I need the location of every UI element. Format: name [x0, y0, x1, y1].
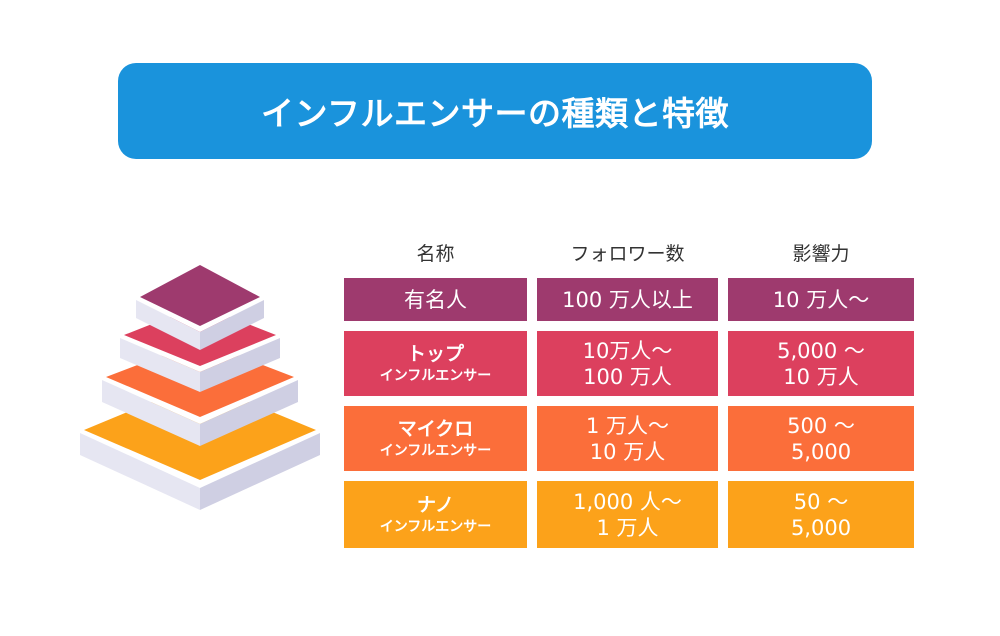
- row-name-cell: マイクロ インフルエンサー: [344, 406, 527, 471]
- followers-value: 100 万人以上: [562, 287, 693, 312]
- pyramid-tier-celebrity: [136, 265, 264, 350]
- row-followers-cell: 1,000 人〜 1 万人: [537, 481, 718, 548]
- page-title: インフルエンサーの種類と特徴: [260, 94, 729, 133]
- row-name-cell: トップ インフルエンサー: [344, 331, 527, 396]
- followers-value-line2: 1 万人: [596, 515, 659, 540]
- row-influence-cell: 500 〜 5,000: [728, 406, 914, 471]
- pyramid-illustration: [80, 265, 320, 510]
- followers-value-line1: 1,000 人〜: [573, 489, 682, 514]
- row-subname: インフルエンサー: [379, 442, 492, 459]
- influence-value-line2: 5,000: [790, 439, 852, 464]
- row-name: 有名人: [404, 287, 467, 312]
- row-name: マイクロ: [397, 417, 474, 440]
- row-influence-cell: 50 〜 5,000: [728, 481, 914, 548]
- row-name-cell: 有名人: [344, 278, 527, 321]
- followers-value-line1: 1 万人〜: [585, 413, 670, 438]
- influence-value: 10 万人〜: [772, 287, 870, 312]
- row-followers-cell: 1 万人〜 10 万人: [537, 406, 718, 471]
- row-influence-cell: 10 万人〜: [728, 278, 914, 321]
- followers-value-line2: 100 万人: [583, 364, 672, 389]
- influence-value-line2: 10 万人: [783, 364, 859, 389]
- row-subname: インフルエンサー: [379, 367, 492, 384]
- followers-value-line2: 10 万人: [589, 439, 666, 464]
- table-row: トップ インフルエンサー 10万人〜 100 万人 5,000 〜 10 万人: [344, 331, 914, 396]
- row-subname: インフルエンサー: [379, 518, 492, 535]
- influence-value-line1: 50 〜: [793, 489, 849, 514]
- table-row: マイクロ インフルエンサー 1 万人〜 10 万人 500 〜 5,000: [344, 406, 914, 471]
- influence-value-line1: 5,000 〜: [777, 338, 865, 363]
- column-header-followers: フォロワー数: [570, 243, 685, 265]
- column-header-influence: 影響力: [792, 243, 850, 265]
- followers-value-line1: 10万人〜: [582, 338, 673, 363]
- influence-value-line2: 5,000: [790, 515, 852, 540]
- table-row: 有名人 100 万人以上 10 万人〜: [344, 278, 914, 321]
- influence-value-line1: 500 〜: [787, 413, 855, 438]
- row-name: ナノ: [416, 493, 455, 516]
- row-name: トップ: [406, 342, 464, 365]
- row-followers-cell: 10万人〜 100 万人: [537, 331, 718, 396]
- row-influence-cell: 5,000 〜 10 万人: [728, 331, 914, 396]
- row-name-cell: ナノ インフルエンサー: [344, 481, 527, 548]
- row-followers-cell: 100 万人以上: [537, 278, 718, 321]
- table-row: ナノ インフルエンサー 1,000 人〜 1 万人 50 〜 5,000: [344, 481, 914, 548]
- column-header-name: 名称: [416, 243, 455, 265]
- title-banner: インフルエンサーの種類と特徴: [118, 63, 872, 159]
